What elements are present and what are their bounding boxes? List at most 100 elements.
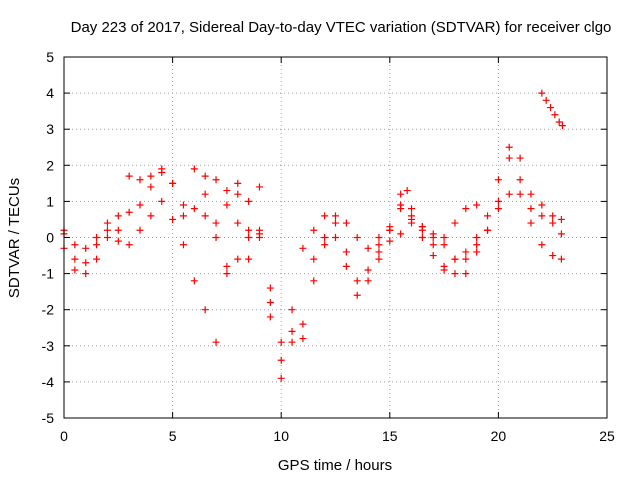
data-point <box>418 234 426 241</box>
data-point <box>190 277 198 285</box>
data-point <box>71 241 79 249</box>
series-track-f <box>375 187 481 249</box>
data-point <box>266 313 274 321</box>
data-point <box>505 143 513 151</box>
data-point <box>547 104 555 112</box>
x-tick-label: 25 <box>599 428 615 444</box>
data-point <box>234 190 242 198</box>
y-tick-label: -5 <box>42 410 55 426</box>
data-point <box>527 219 535 227</box>
data-point <box>179 201 187 209</box>
series-track-a <box>60 154 565 346</box>
data-point <box>234 219 242 227</box>
data-point <box>494 205 502 213</box>
series-track-d <box>538 89 566 130</box>
data-point <box>93 234 101 241</box>
data-point <box>201 190 209 198</box>
x-tick-label: 20 <box>491 428 507 444</box>
data-point <box>147 172 155 180</box>
data-point <box>223 187 231 195</box>
data-point <box>505 190 513 198</box>
data-point <box>538 89 546 97</box>
data-point <box>201 212 209 220</box>
data-point <box>516 176 524 184</box>
grid <box>64 57 607 418</box>
data-point <box>71 255 79 263</box>
data-point <box>440 266 448 274</box>
data-point <box>190 205 198 213</box>
y-tick-label: 3 <box>46 121 54 137</box>
data-point <box>299 320 307 328</box>
data-point <box>551 111 559 119</box>
data-point <box>288 338 296 346</box>
data-point <box>82 244 90 252</box>
data-point <box>555 118 563 126</box>
y-tick-label: 1 <box>46 193 54 209</box>
chart-title: Day 223 of 2017, Sidereal Day-to-day VTE… <box>71 19 612 36</box>
data-point <box>201 306 209 314</box>
data-point <box>299 335 307 343</box>
data-point <box>332 219 339 227</box>
y-tick-label: -4 <box>42 374 55 390</box>
data-point <box>125 208 133 216</box>
data-point <box>386 223 394 231</box>
data-point <box>255 230 263 238</box>
data-point <box>408 205 416 213</box>
data-point <box>462 270 470 278</box>
data-point <box>557 230 565 238</box>
data-point <box>136 226 144 234</box>
y-tick-label: 4 <box>46 85 54 101</box>
data-point <box>125 241 133 249</box>
data-point <box>462 248 470 256</box>
series-track-e <box>201 176 263 205</box>
data-point <box>451 219 459 227</box>
data-point <box>136 176 144 184</box>
data-point <box>549 212 557 220</box>
data-point <box>332 234 339 241</box>
data-point <box>288 327 296 335</box>
data-point <box>462 205 470 213</box>
data-point <box>527 205 535 213</box>
data-point <box>245 197 253 205</box>
data-point <box>71 266 79 274</box>
data-point <box>440 234 448 241</box>
data-point <box>353 291 361 299</box>
data-point <box>158 197 166 205</box>
x-tick-label: 5 <box>169 428 177 444</box>
data-point <box>375 255 383 263</box>
data-point <box>408 215 416 223</box>
data-point <box>234 179 242 187</box>
data-point <box>266 284 274 292</box>
data-markers <box>60 89 566 382</box>
data-point <box>190 165 198 173</box>
data-point <box>169 179 177 187</box>
data-point <box>179 241 187 249</box>
data-point <box>397 230 405 238</box>
data-point <box>277 338 285 346</box>
data-point <box>103 226 111 234</box>
data-point <box>527 190 535 198</box>
data-point <box>375 248 383 256</box>
data-point <box>342 248 350 256</box>
y-tick-label: -2 <box>42 302 55 318</box>
data-point <box>82 270 90 278</box>
series-track-b <box>60 190 565 364</box>
data-point <box>332 212 339 220</box>
data-point <box>212 176 220 184</box>
data-point <box>418 223 426 231</box>
y-tick-label: -3 <box>42 338 55 354</box>
data-point <box>364 244 372 252</box>
x-axis-label: GPS time / hours <box>278 457 392 474</box>
data-point <box>310 226 318 234</box>
data-point <box>114 212 122 220</box>
data-point <box>321 241 329 249</box>
data-point <box>288 306 296 314</box>
data-point <box>538 201 546 209</box>
data-point <box>147 183 155 191</box>
data-point <box>429 252 437 260</box>
data-point <box>386 237 394 245</box>
y-axis-label: SDTVAR / TECUs <box>6 178 23 298</box>
y-tick-label: 2 <box>46 157 54 173</box>
data-point <box>353 277 361 285</box>
data-point <box>375 234 383 241</box>
